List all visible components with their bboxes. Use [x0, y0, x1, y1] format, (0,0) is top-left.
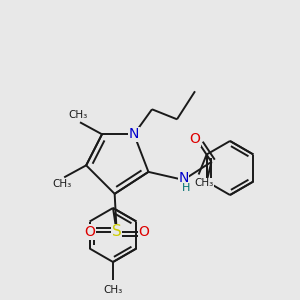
Text: N: N — [178, 171, 189, 185]
Text: O: O — [84, 225, 95, 239]
Text: CH₃: CH₃ — [68, 110, 88, 120]
Text: CH₃: CH₃ — [194, 178, 213, 188]
Text: N: N — [129, 127, 139, 141]
Text: CH₃: CH₃ — [103, 285, 123, 295]
Text: H: H — [182, 183, 190, 193]
Text: O: O — [138, 225, 149, 239]
Text: CH₃: CH₃ — [52, 179, 72, 189]
Text: O: O — [189, 132, 200, 146]
Text: S: S — [112, 224, 122, 239]
